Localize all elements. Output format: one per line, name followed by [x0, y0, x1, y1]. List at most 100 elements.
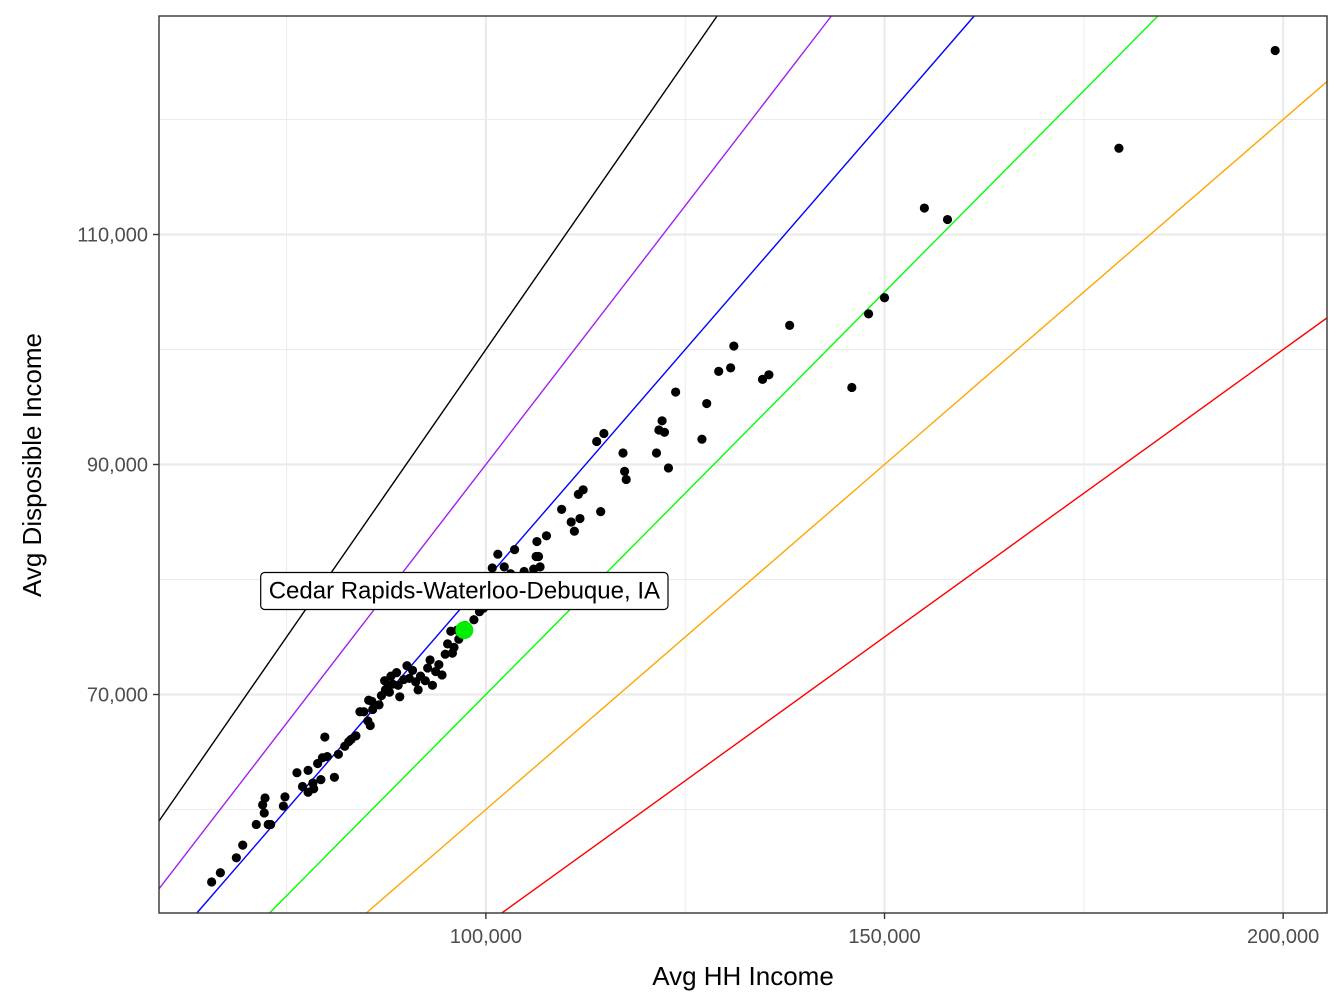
reference-line — [501, 317, 1328, 914]
data-point — [292, 768, 302, 778]
y-axis-title: Avg Disposible Income — [17, 333, 47, 597]
data-point — [671, 387, 681, 397]
data-point — [621, 474, 631, 485]
data-point — [659, 427, 670, 437]
data-point — [863, 309, 874, 319]
data-point — [469, 615, 479, 625]
x-axis-title: Avg HH Income — [652, 961, 834, 991]
data-point — [266, 819, 276, 830]
data-point — [437, 670, 447, 680]
data-point — [493, 549, 503, 559]
data-point — [384, 687, 395, 697]
data-point — [333, 749, 343, 759]
data-point — [785, 320, 795, 330]
data-point — [365, 720, 375, 731]
data-point — [729, 341, 739, 351]
data-point — [297, 781, 308, 792]
data-point — [303, 765, 313, 776]
data-point — [231, 853, 241, 863]
data-point — [533, 551, 544, 562]
data-point — [532, 536, 542, 547]
x-tick-label: 100,000 — [450, 926, 522, 948]
data-point — [425, 655, 435, 665]
highlight-point — [455, 621, 474, 640]
y-tick-label: 90,000 — [87, 455, 148, 477]
reference-line — [365, 81, 1328, 914]
data-point — [657, 416, 667, 426]
data-point — [278, 801, 288, 811]
reference-line — [158, 15, 832, 890]
data-point — [258, 800, 268, 810]
reference-line — [268, 15, 1159, 914]
data-point — [663, 463, 674, 473]
data-point — [509, 545, 520, 555]
data-point — [420, 676, 430, 686]
data-point — [393, 680, 403, 690]
data-point — [434, 660, 444, 670]
data-point — [487, 563, 497, 573]
data-point — [575, 513, 585, 524]
data-point — [423, 663, 433, 673]
reference-line — [158, 15, 718, 822]
annotation-label: Cedar Rapids-Waterloo-Debuque, IA — [269, 578, 660, 605]
data-point — [351, 731, 361, 741]
x-axis-ticks: 100,000 150,000 200,000 — [450, 913, 1319, 948]
highlight-layer — [455, 621, 474, 640]
data-point — [651, 448, 662, 458]
data-point — [359, 707, 369, 717]
data-point — [592, 436, 602, 447]
data-point — [322, 752, 332, 762]
data-point — [238, 840, 248, 850]
annotation-box — [260, 571, 669, 611]
data-point — [847, 382, 857, 393]
data-point — [919, 203, 929, 213]
data-point — [596, 507, 606, 517]
y-tick-label: 70,000 — [87, 685, 148, 707]
data-point — [280, 792, 290, 802]
data-point — [207, 877, 217, 887]
data-point — [535, 562, 545, 572]
data-point — [757, 374, 768, 384]
data-point — [714, 366, 724, 376]
data-point — [367, 696, 377, 707]
data-point — [316, 775, 326, 785]
data-point — [764, 370, 774, 380]
data-point — [499, 562, 509, 572]
data-point — [702, 398, 712, 409]
data-point — [566, 517, 576, 527]
data-point — [447, 648, 457, 658]
data-point — [391, 668, 402, 678]
data-point — [618, 448, 628, 458]
x-tick-label: 150,000 — [848, 926, 920, 948]
data-point — [1114, 143, 1124, 153]
data-point — [320, 732, 330, 742]
data-point — [578, 485, 588, 495]
data-point — [368, 704, 378, 715]
data-point — [374, 700, 384, 710]
data-point — [260, 793, 270, 803]
data-point — [942, 214, 953, 225]
data-point — [215, 868, 225, 878]
data-point — [251, 819, 261, 830]
data-point — [697, 434, 707, 444]
data-point — [599, 428, 609, 439]
data-point — [407, 665, 418, 675]
data-point — [879, 293, 890, 303]
data-point — [620, 466, 630, 476]
data-point — [259, 808, 269, 818]
x-tick-label: 200,000 — [1247, 926, 1319, 948]
reference-line — [196, 15, 975, 914]
data-point — [413, 685, 423, 695]
y-tick-label: 110,000 — [77, 225, 148, 247]
data-point — [541, 531, 552, 541]
major-grid — [159, 16, 1327, 913]
annotation-layer: Cedar Rapids-Waterloo-Debuque, IA — [260, 571, 669, 611]
data-point — [308, 778, 318, 788]
data-point — [1270, 45, 1280, 56]
data-point — [569, 526, 579, 536]
data-point — [329, 772, 339, 782]
data-point — [440, 649, 450, 659]
data-point — [557, 504, 567, 514]
reference-lines — [158, 15, 1328, 914]
